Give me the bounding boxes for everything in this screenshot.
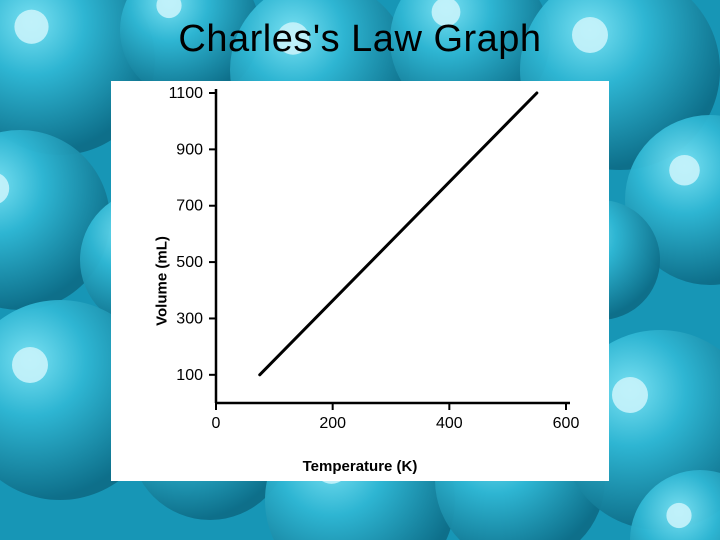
slide-title: Charles's Law Graph <box>178 18 541 61</box>
y-tick-label: 1100 <box>169 85 204 102</box>
y-tick-label: 900 <box>176 141 203 158</box>
charles-law-chart: 100 300 500 700 900 1100 0 200 400 600 <box>111 81 609 481</box>
x-tick-label: 200 <box>319 415 346 432</box>
series-volume-vs-temperature <box>260 93 537 375</box>
y-tick-label: 700 <box>176 198 203 215</box>
x-tick-label: 0 <box>212 415 221 432</box>
slide: Charles's Law Graph 100 300 500 700 900 1100 0… <box>0 0 720 540</box>
y-tick-label: 500 <box>176 254 203 271</box>
y-tick-label: 300 <box>176 310 203 327</box>
y-tick-label: 100 <box>176 367 203 384</box>
x-tick-label: 400 <box>436 415 463 432</box>
x-axis-label: Temperature (K) <box>111 458 609 475</box>
x-tick-label: 600 <box>553 415 580 432</box>
chart-card: 100 300 500 700 900 1100 0 200 400 600 Volume (mL… <box>111 81 609 481</box>
y-axis-label: Volume (mL) <box>153 236 170 326</box>
